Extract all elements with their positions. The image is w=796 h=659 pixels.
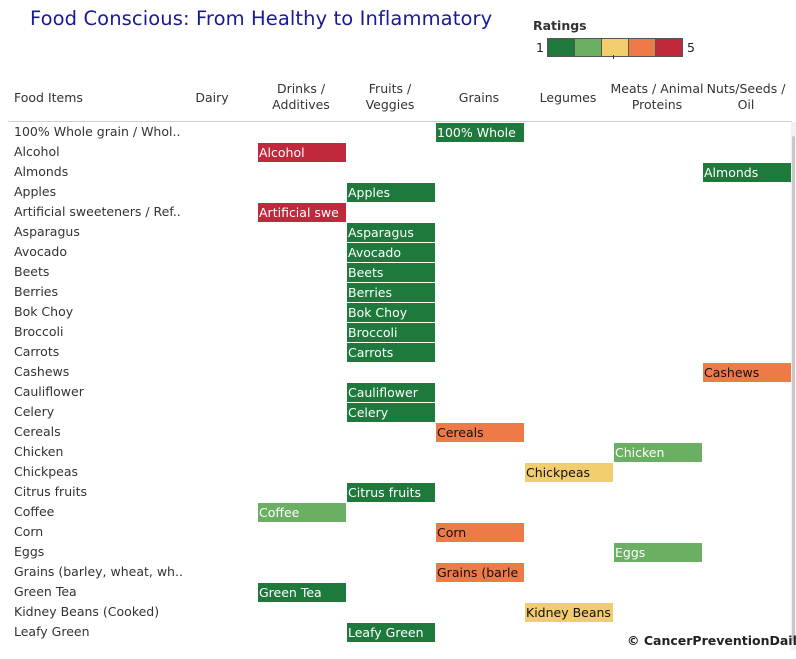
legend-max-label: 5 bbox=[687, 40, 695, 55]
column-header-meats-animal-proteins: Meats / Animal Proteins bbox=[610, 81, 704, 112]
row-label: Apples bbox=[14, 184, 57, 199]
heatmap-cell[interactable]: Bok Choy bbox=[347, 303, 435, 322]
legend-swatch-2 bbox=[575, 39, 602, 56]
legend-min-label: 1 bbox=[536, 40, 544, 55]
heatmap-cell[interactable]: Chicken bbox=[614, 443, 702, 462]
row-label: Alcohol bbox=[14, 144, 60, 159]
header-divider bbox=[8, 121, 792, 122]
heatmap-cell[interactable]: Avocado bbox=[347, 243, 435, 262]
heatmap-cell[interactable]: Almonds bbox=[703, 163, 791, 182]
row-label: Artificial sweeteners / Ref.. bbox=[14, 204, 181, 219]
heatmap-cell[interactable]: Celery bbox=[347, 403, 435, 422]
row-label: Cashews bbox=[14, 364, 70, 379]
column-header-fruits-veggies: Fruits / Veggies bbox=[365, 81, 415, 112]
column-header-legumes: Legumes bbox=[539, 90, 597, 105]
row-label: Leafy Green bbox=[14, 624, 90, 639]
heatmap-cell[interactable]: Grains (barle bbox=[436, 563, 524, 582]
column-header-drinks-additives: Drinks / Additives bbox=[272, 81, 330, 112]
heatmap-cell[interactable]: Citrus fruits bbox=[347, 483, 435, 502]
row-label: Eggs bbox=[14, 544, 45, 559]
scrollbar-thumb[interactable] bbox=[792, 136, 795, 641]
row-label: Grains (barley, wheat, wh.. bbox=[14, 564, 183, 579]
row-label: Broccoli bbox=[14, 324, 64, 339]
row-label: Avocado bbox=[14, 244, 67, 259]
row-label: Carrots bbox=[14, 344, 60, 359]
heatmap-cell[interactable]: Broccoli bbox=[347, 323, 435, 342]
legend-swatch-1 bbox=[548, 39, 575, 56]
row-label: Cauliflower bbox=[14, 384, 84, 399]
heatmap-cell[interactable]: Corn bbox=[436, 523, 524, 542]
heatmap-cell[interactable]: Apples bbox=[347, 183, 435, 202]
row-label: 100% Whole grain / Whol.. bbox=[14, 124, 181, 139]
heatmap-cell[interactable]: 100% Whole bbox=[436, 123, 524, 142]
row-header-food-items: Food Items bbox=[14, 90, 83, 105]
row-label: Beets bbox=[14, 264, 50, 279]
row-label: Chicken bbox=[14, 444, 64, 459]
row-label: Corn bbox=[14, 524, 44, 539]
heatmap-cell[interactable]: Cauliflower bbox=[347, 383, 435, 402]
row-label: Berries bbox=[14, 284, 59, 299]
heatmap-cell[interactable]: Alcohol bbox=[258, 143, 346, 162]
row-label: Bok Choy bbox=[14, 304, 74, 319]
legend-title: Ratings bbox=[533, 18, 587, 33]
heatmap-cell[interactable]: Eggs bbox=[614, 543, 702, 562]
row-label: Coffee bbox=[14, 504, 55, 519]
row-label: Celery bbox=[14, 404, 55, 419]
row-label: Cereals bbox=[14, 424, 61, 439]
color-legend bbox=[547, 38, 683, 57]
column-header-nuts-seeds-oil: Nuts/Seeds / Oil bbox=[706, 81, 786, 112]
heatmap-cell[interactable]: Chickpeas bbox=[525, 463, 613, 482]
heatmap-cell[interactable]: Cereals bbox=[436, 423, 524, 442]
heatmap-cell[interactable]: Green Tea bbox=[258, 583, 346, 602]
column-header-dairy: Dairy bbox=[195, 90, 229, 105]
legend-swatch-4 bbox=[629, 39, 656, 56]
legend-swatch-5 bbox=[656, 39, 682, 56]
heatmap-cell[interactable]: Cashews bbox=[703, 363, 791, 382]
chart-title: Food Conscious: From Healthy to Inflamma… bbox=[30, 7, 493, 30]
credit-text: © CancerPreventionDaily bbox=[627, 633, 796, 648]
row-label: Chickpeas bbox=[14, 464, 79, 479]
heatmap-cell[interactable]: Beets bbox=[347, 263, 435, 282]
heatmap-cell[interactable]: Asparagus bbox=[347, 223, 435, 242]
heatmap-cell[interactable]: Carrots bbox=[347, 343, 435, 362]
column-header-grains: Grains bbox=[458, 90, 500, 105]
heatmap-cell[interactable]: Artificial swe bbox=[258, 203, 346, 222]
row-label: Asparagus bbox=[14, 224, 80, 239]
legend-tick bbox=[613, 55, 614, 59]
row-label: Kidney Beans (Cooked) bbox=[14, 604, 160, 619]
heatmap-cell[interactable]: Leafy Green bbox=[347, 623, 435, 642]
legend-swatch-3 bbox=[602, 39, 629, 56]
row-label: Green Tea bbox=[14, 584, 77, 599]
heatmap-cell[interactable]: Coffee bbox=[258, 503, 346, 522]
heatmap-cell[interactable]: Berries bbox=[347, 283, 435, 302]
heatmap-cell[interactable]: Kidney Beans bbox=[525, 603, 613, 622]
row-label: Citrus fruits bbox=[14, 484, 87, 499]
row-label: Almonds bbox=[14, 164, 69, 179]
